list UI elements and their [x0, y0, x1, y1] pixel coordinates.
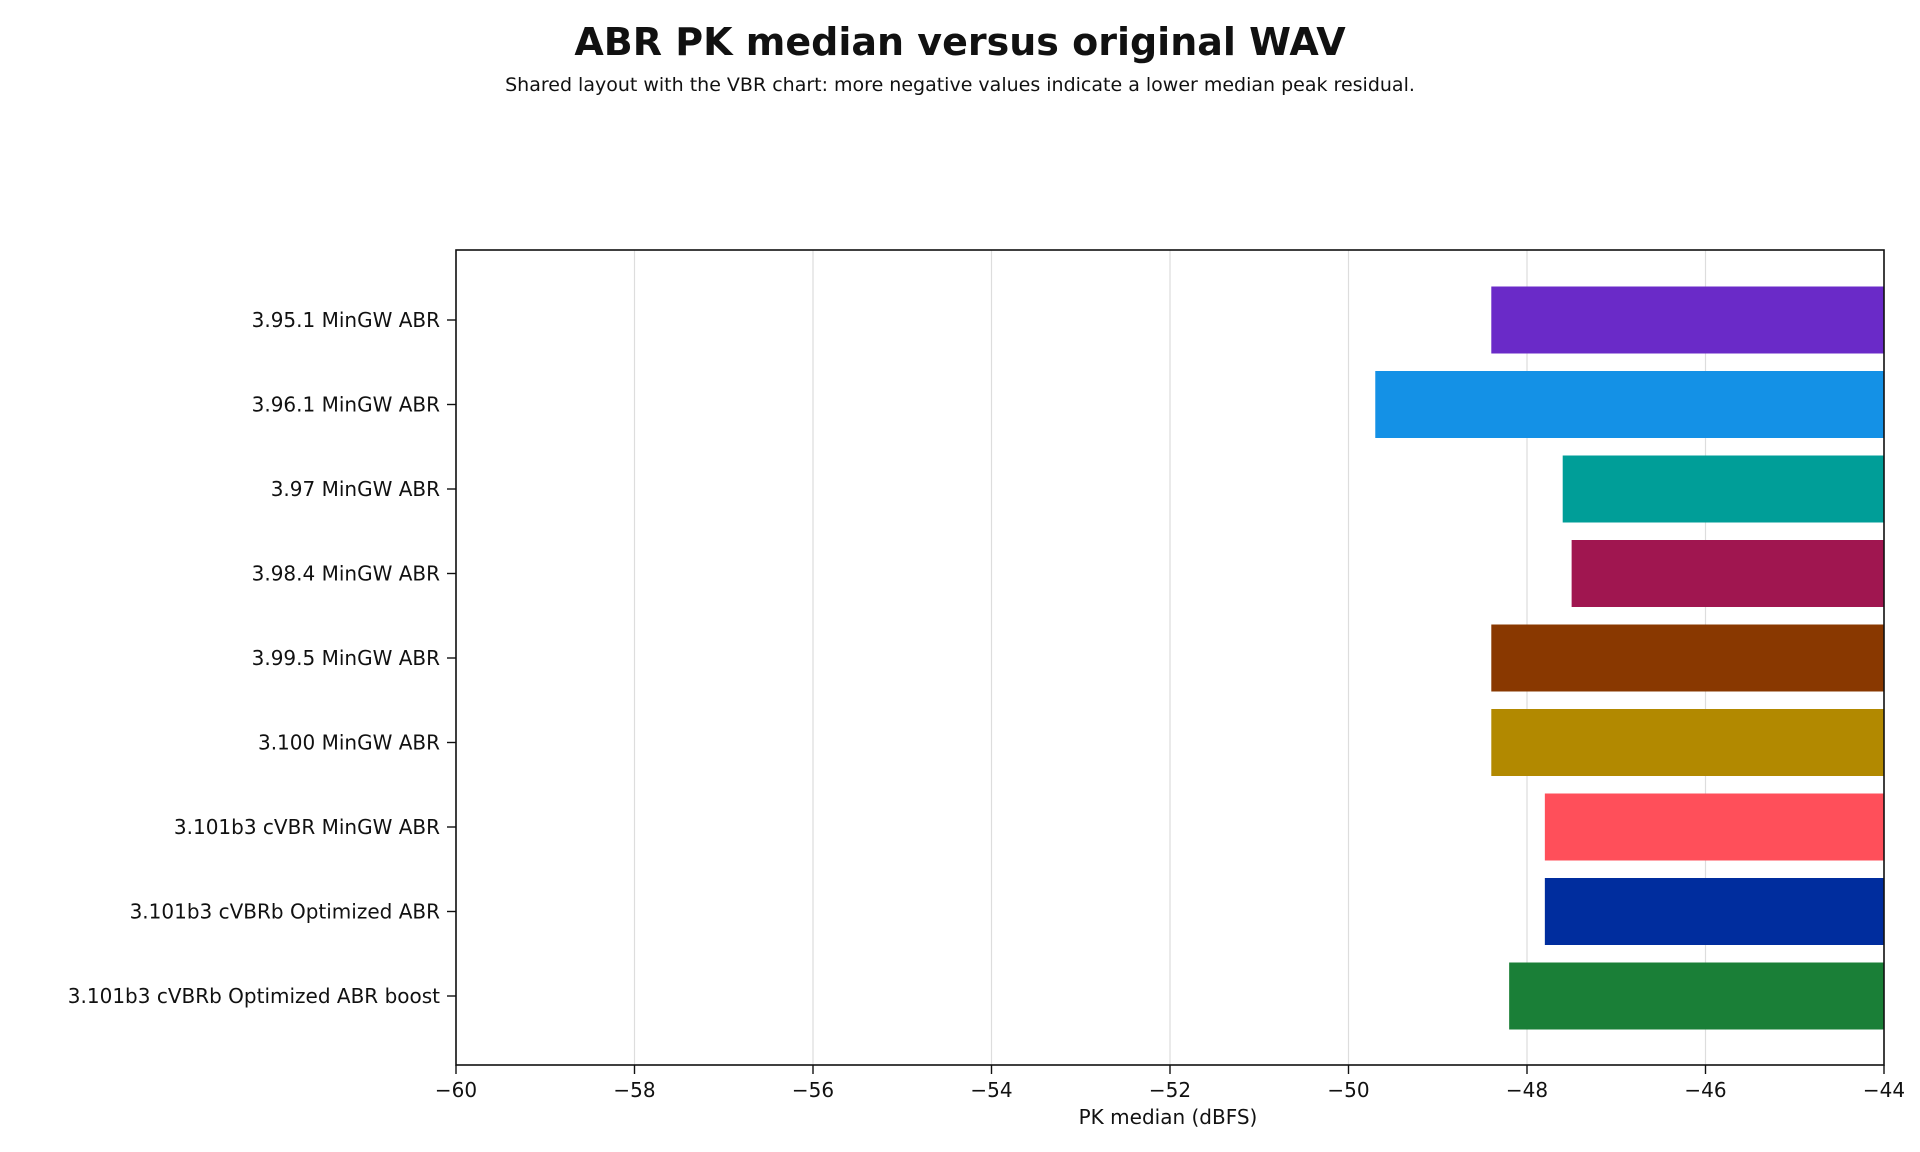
- bar: [1544, 793, 1884, 861]
- x-tick-label: −46: [1684, 1078, 1726, 1102]
- x-tick-label: −56: [792, 1078, 834, 1102]
- x-tick-label: −50: [1327, 1078, 1369, 1102]
- x-tick-label: −58: [613, 1078, 655, 1102]
- y-tick-label: 3.99.5 MinGW ABR: [252, 646, 440, 670]
- bar: [1491, 286, 1884, 354]
- bar: [1491, 624, 1884, 692]
- x-tick-label: −48: [1506, 1078, 1548, 1102]
- bar: [1562, 455, 1884, 523]
- y-tick-label: 3.98.4 MinGW ABR: [252, 562, 440, 586]
- bar: [1375, 371, 1884, 438]
- x-tick-label: −54: [970, 1078, 1012, 1102]
- x-axis-label: PK median (dBFS): [1079, 1105, 1258, 1129]
- bar: [1509, 962, 1884, 1030]
- chart-subtitle: Shared layout with the VBR chart: more n…: [505, 74, 1415, 96]
- y-tick-label: 3.100 MinGW ABR: [258, 731, 440, 755]
- x-axis-ticks: −60 −58 −56 −54 −52 −50 −48 −46 −44: [435, 1065, 1905, 1102]
- y-axis-ticks: 3.95.1 MinGW ABR 3.96.1 MinGW ABR 3.97 Min…: [68, 308, 456, 1008]
- y-tick-label: 3.95.1 MinGW ABR: [252, 308, 440, 332]
- x-tick-label: −52: [1149, 1078, 1191, 1102]
- y-tick-label: 3.96.1 MinGW ABR: [252, 393, 440, 417]
- bar: [1544, 878, 1884, 945]
- x-tick-label: −44: [1863, 1078, 1905, 1102]
- x-tick-label: −60: [435, 1078, 477, 1102]
- y-tick-label: 3.97 MinGW ABR: [271, 477, 440, 501]
- y-tick-label: 3.101b3 cVBRb Optimized ABR boost: [68, 984, 440, 1008]
- y-tick-label: 3.101b3 cVBRb Optimized ABR: [130, 900, 441, 924]
- bars: [1375, 286, 1884, 1030]
- bar: [1491, 709, 1884, 776]
- bar: [1571, 540, 1884, 607]
- chart-title: ABR PK median versus original WAV: [574, 20, 1346, 64]
- y-tick-label: 3.101b3 cVBR MinGW ABR: [174, 815, 440, 839]
